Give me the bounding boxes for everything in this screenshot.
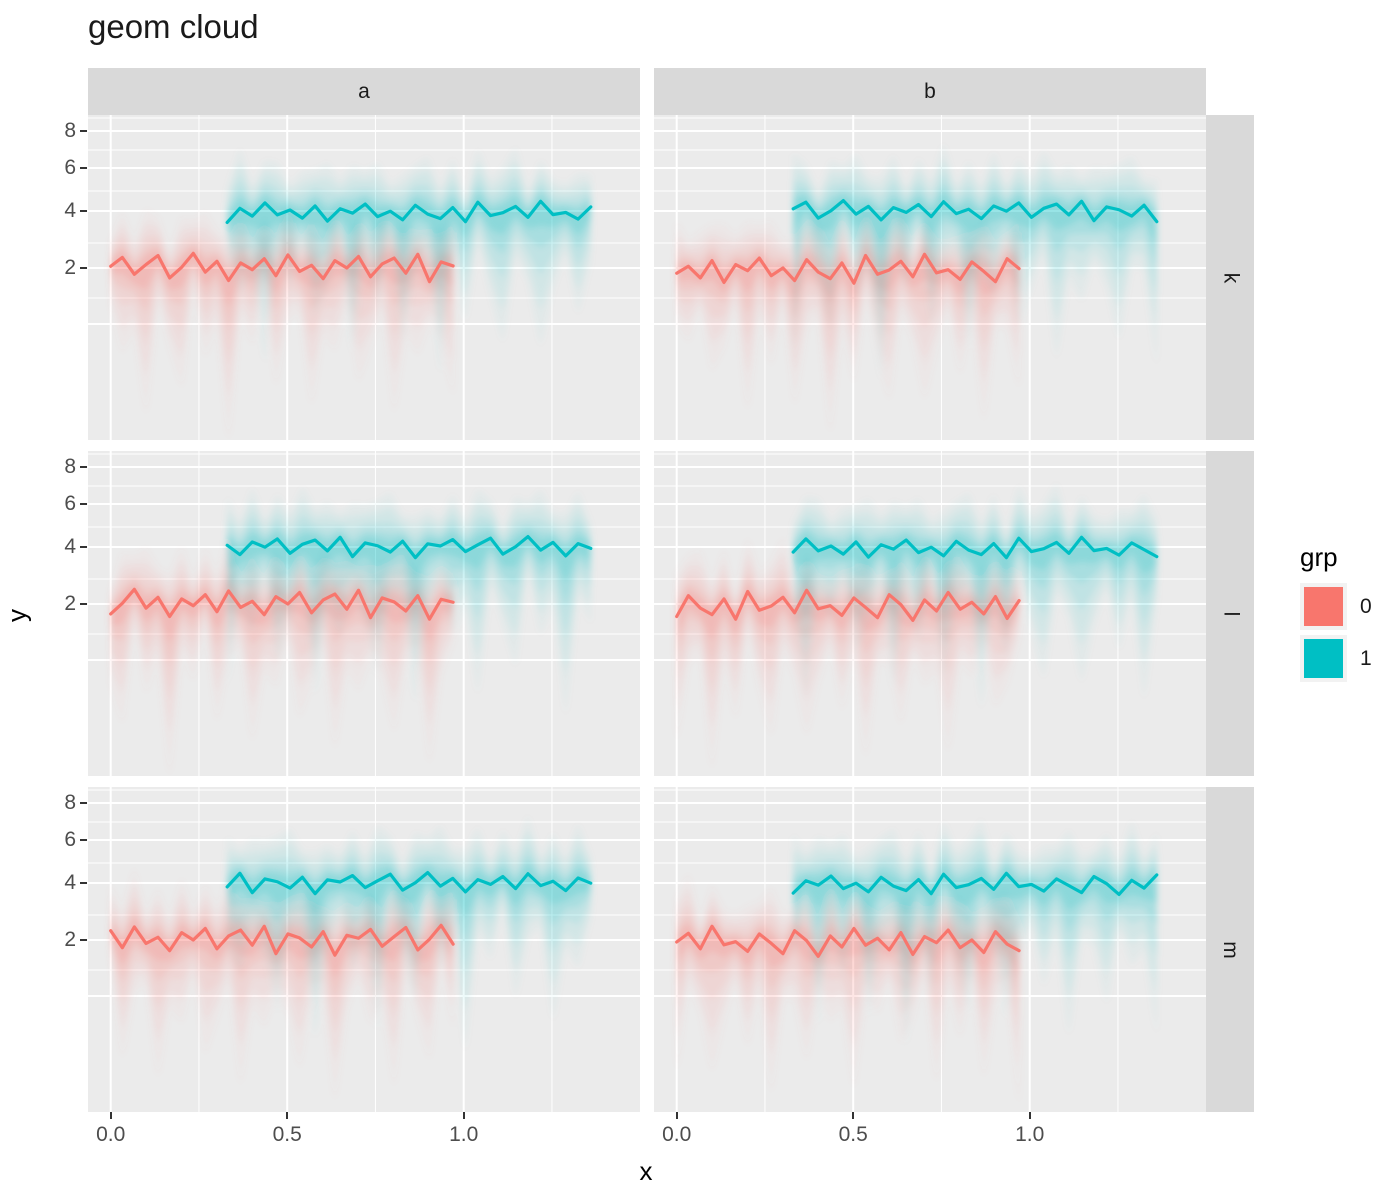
y-tick-label: 8 [64, 119, 76, 142]
x-axis-title: x [639, 1156, 653, 1186]
y-tick-mark [80, 839, 87, 841]
y-tick-mark [80, 503, 87, 505]
y-tick-label: 6 [64, 828, 76, 851]
panel-b-k [654, 115, 1206, 440]
facet-strip-row-k: k [1206, 115, 1254, 440]
legend-key-0 [1300, 583, 1347, 630]
y-tick-label: 2 [64, 256, 76, 279]
y-tick-label: 2 [64, 928, 76, 951]
cloud-line-grp1 [225, 870, 593, 896]
legend-swatch-grp0 [1304, 587, 1343, 626]
x-tick-label: 1.0 [449, 1123, 479, 1146]
y-tick-label: 8 [64, 791, 76, 814]
facet-strip-col-a: a [88, 68, 640, 115]
legend-entry-0: 0 [1300, 583, 1372, 630]
cloud-line-grp1 [791, 535, 1159, 560]
x-tick-mark [286, 1112, 289, 1119]
panel-svg [88, 451, 640, 776]
cloud-line-grp0 [675, 588, 1021, 622]
x-tick-mark [1028, 1112, 1031, 1119]
facet-strip-row-m-label: m [1219, 940, 1242, 959]
legend-label-grp0: 0 [1360, 594, 1372, 618]
y-tick-label: 6 [64, 156, 76, 179]
x-tick-label: 0.0 [662, 1123, 692, 1146]
y-tick-label: 4 [64, 871, 76, 894]
cloud-ribbon-grp1 [793, 529, 1157, 581]
facet-strip-row-m: m [1206, 787, 1254, 1112]
plot-title: geom cloud [88, 8, 259, 45]
panel-a-l [88, 451, 640, 776]
x-tick-mark [109, 1112, 112, 1119]
cloud-line-grp0 [109, 587, 455, 621]
legend-label-grp1: 1 [1360, 646, 1372, 670]
y-tick-mark [80, 603, 87, 605]
y-axis-title: y [1, 609, 32, 622]
facet-strip-col-a-label: a [358, 79, 370, 103]
legend-swatch-grp1 [1304, 639, 1343, 678]
panel-svg [654, 787, 1206, 1112]
x-tick-mark [675, 1112, 678, 1119]
y-tick-mark [80, 466, 87, 468]
legend-title: grp [1300, 542, 1338, 572]
y-tick-mark [80, 130, 87, 132]
cloud-line-grp1 [791, 871, 1159, 897]
y-tick-mark [80, 546, 87, 548]
panel-svg [654, 451, 1206, 776]
facet-strip-row-l: l [1206, 451, 1254, 776]
legend-key-1 [1300, 635, 1347, 682]
y-tick-mark [80, 802, 87, 804]
panel-b-m [654, 787, 1206, 1112]
cloud-ribbon-grp1 [227, 193, 591, 245]
x-tick-mark [852, 1112, 855, 1119]
panel-a-m [88, 787, 640, 1112]
legend: grp 0 1 [1300, 542, 1372, 687]
cloud-line-grp0 [675, 924, 1021, 958]
facet-strip-col-b-label: b [924, 79, 936, 103]
y-tick-label: 6 [64, 492, 76, 515]
x-tick-label: 0.5 [838, 1123, 868, 1146]
y-tick-label: 8 [64, 455, 76, 478]
x-tick-label: 0.5 [272, 1123, 302, 1146]
y-tick-mark [80, 939, 87, 941]
y-tick-label: 4 [64, 199, 76, 222]
y-tick-mark [80, 210, 87, 212]
panel-b-l [654, 451, 1206, 776]
panel-svg [88, 115, 640, 440]
facet-strip-row-l-label: l [1218, 611, 1242, 616]
panel-svg [654, 115, 1206, 440]
panel-a-k [88, 115, 640, 440]
x-tick-mark [462, 1112, 465, 1119]
y-tick-mark [80, 267, 87, 269]
cloud-ribbon-grp1 [793, 191, 1157, 248]
cloud-line-grp0 [675, 252, 1021, 285]
cloud-ribbon-grp0 [676, 582, 1020, 642]
y-tick-mark [80, 882, 87, 884]
cloud-line-grp1 [791, 198, 1159, 224]
facet-strip-col-b: b [654, 68, 1206, 115]
cloud-line-grp0 [109, 923, 455, 957]
panel-svg [88, 787, 640, 1112]
y-tick-label: 4 [64, 535, 76, 558]
cloud-line-grp1 [225, 199, 593, 225]
y-tick-label: 2 [64, 592, 76, 615]
y-tick-mark [80, 167, 87, 169]
cloud-line-grp1 [225, 534, 593, 560]
x-tick-label: 1.0 [1015, 1123, 1045, 1146]
x-tick-label: 0.0 [96, 1123, 126, 1146]
cloud-layer [676, 483, 1157, 770]
cloud-line-grp0 [109, 251, 455, 284]
facet-strip-row-k-label: k [1219, 272, 1242, 283]
legend-entry-1: 1 [1300, 635, 1372, 682]
